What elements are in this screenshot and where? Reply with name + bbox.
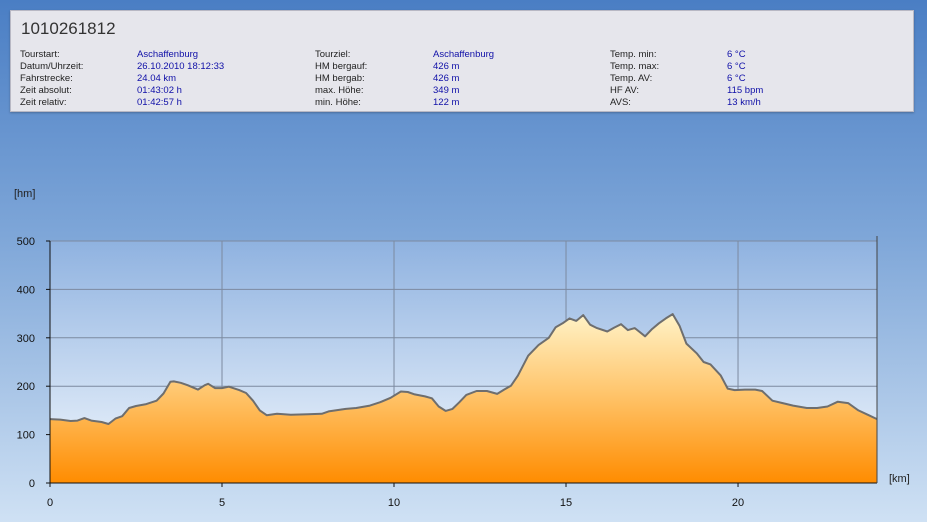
hf-av-value: 115 bpm [727,85,764,96]
tourziel-label: Tourziel: [315,49,351,60]
datum-value: 26.10.2010 18:12:33 [137,61,225,72]
x-tick-label: 0 [47,497,53,509]
temp-av-label: Temp. AV: [610,73,653,84]
temp-av-value: 6 °C [727,73,746,84]
min-hoehe-value: 122 m [433,97,460,108]
tourstart-value: Aschaffenburg [137,49,199,60]
y-tick-label: 300 [17,333,35,345]
tourstart-label: Tourstart: [20,49,60,60]
x-axis-label: [km] [889,473,910,485]
max-hoehe-value: 349 m [433,85,460,96]
temp-max-label: Temp. max: [610,61,660,72]
max-hoehe-label: max. Höhe: [315,85,364,96]
x-tick-label: 5 [219,497,225,509]
zeit-relativ-label: Zeit relativ: [20,97,67,108]
fahrstrecke-value: 24.04 km [137,73,177,84]
temp-min-label: Temp. min: [610,49,657,60]
hm-bergauf-value: 426 m [433,61,460,72]
x-tick-label: 10 [388,497,400,509]
zeit-absolut-label: Zeit absolut: [20,85,72,96]
axis-ticks: 0 100 200 300 400 500 0 5 10 15 20 [17,236,745,509]
zeit-absolut-value: 01:43:02 h [137,85,182,96]
hm-bergauf-label: HM bergauf: [315,61,368,72]
hm-bergab-value: 426 m [433,73,460,84]
hm-bergab-label: HM bergab: [315,73,365,84]
x-tick-label: 15 [560,497,572,509]
x-tick-label: 20 [732,497,744,509]
min-hoehe-label: min. Höhe: [315,97,361,108]
y-axis-label: [hm] [14,188,35,200]
temp-max-value: 6 °C [727,61,746,72]
temp-min-value: 6 °C [727,49,746,60]
tour-info-panel: 1010261812 Tourstart: Aschaffenburg Datu… [10,10,914,112]
y-tick-label: 100 [17,430,35,442]
datum-label: Datum/Uhrzeit: [20,61,84,72]
hf-av-label: HF AV: [610,85,640,96]
y-tick-label: 400 [17,284,35,296]
fahrstrecke-label: Fahrstrecke: [20,73,73,84]
avs-label: AVS: [610,97,631,108]
elevation-line [49,313,878,425]
y-tick-label: 500 [17,236,35,248]
avs-value: 13 km/h [727,97,761,108]
zeit-relativ-value: 01:42:57 h [137,97,182,108]
tour-title: 1010261812 [21,19,116,38]
y-tick-label: 0 [29,478,35,490]
tourziel-value: Aschaffenburg [433,49,495,60]
y-tick-label: 200 [17,381,35,393]
